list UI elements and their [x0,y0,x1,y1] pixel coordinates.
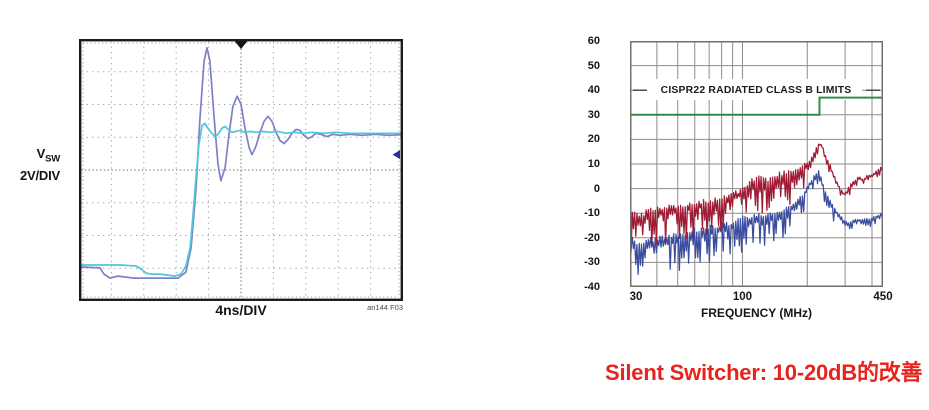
emi-y-tick-label: 10 [587,158,600,170]
emi-y-tick-label: -40 [584,281,600,293]
emi-y-tick-label: 40 [587,84,600,97]
emi-x-tick-label: 450 [873,291,893,303]
scope-figure: VSW 2V/DIV 4ns/DIV an144 F03 [0,0,464,340]
trigger-marker-icon [234,41,248,49]
emi-x-tick-label: 100 [732,291,753,303]
emi-y-tick-label: 20 [587,133,600,146]
emi-plot: CISPR22 RADIATED CLASS B LIMITS [630,41,883,287]
emi-y-tick-label: 50 [587,59,600,72]
emi-x-tick-label: 30 [629,291,643,303]
cispr-limit-label: CISPR22 RADIATED CLASS B LIMITS [661,85,852,96]
emi-y-tick-label: -20 [584,231,600,244]
vsw-symbol: VSW [36,146,61,165]
emi-y-tick-label: -10 [584,207,600,220]
scope-x-axis-label: 4ns/DIV [215,302,267,318]
vsw-scale: 2V/DIV [20,167,60,183]
emi-y-tick-label: 0 [593,182,600,195]
scope-y-axis-label: VSW 2V/DIV [14,146,60,184]
scope-source-note: an144 F03 [367,303,403,312]
emi-figure: RADIATED NOISE LEVEL (dBµV) CISPR22 RADI… [464,0,929,340]
emi-x-axis-label: FREQUENCY (MHz) [700,306,813,320]
level-marker-icon [392,150,400,160]
caption-text: Silent Switcher: 10-20dB的改善 [605,360,923,385]
scope-plot [79,39,403,301]
emi-y-tick-label: -30 [584,256,600,269]
emi-y-tick-label: 30 [587,108,600,121]
emi-y-tick-label: 60 [587,35,600,47]
